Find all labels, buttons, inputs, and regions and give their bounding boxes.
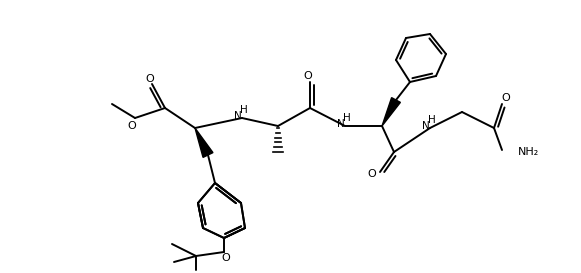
Text: H: H <box>343 113 351 123</box>
Text: H: H <box>240 105 248 115</box>
Text: NH₂: NH₂ <box>518 147 539 157</box>
Text: N: N <box>337 119 345 129</box>
Text: O: O <box>368 169 376 179</box>
Text: O: O <box>128 121 137 131</box>
Text: O: O <box>221 253 231 263</box>
Text: H: H <box>428 115 436 125</box>
Text: N: N <box>234 111 242 121</box>
Text: N: N <box>422 121 430 131</box>
Text: O: O <box>501 93 510 103</box>
Polygon shape <box>195 128 213 158</box>
Polygon shape <box>382 98 400 126</box>
Text: O: O <box>146 74 155 84</box>
Text: O: O <box>304 71 313 81</box>
